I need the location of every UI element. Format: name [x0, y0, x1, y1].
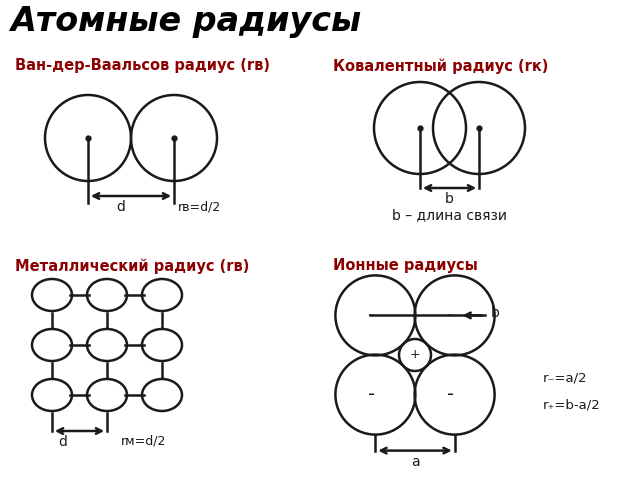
Text: Ковалентный радиус (rк): Ковалентный радиус (rк)	[333, 58, 548, 73]
Text: -: -	[368, 306, 375, 325]
Text: Ионные радиусы: Ионные радиусы	[333, 258, 477, 273]
Text: d: d	[116, 200, 125, 214]
Text: b – длина связи: b – длина связи	[392, 208, 507, 222]
Text: Ван-дер-Ваальсов радиус (rв): Ван-дер-Ваальсов радиус (rв)	[15, 58, 270, 73]
Text: b: b	[491, 306, 499, 321]
Text: a: a	[411, 455, 419, 468]
Text: Металлический радиус (rв): Металлический радиус (rв)	[15, 258, 250, 274]
Text: -: -	[368, 385, 375, 404]
Text: rм=d/2: rм=d/2	[121, 435, 166, 448]
Text: r₋=a/2: r₋=a/2	[543, 372, 588, 384]
Text: r₊=b-a/2: r₊=b-a/2	[543, 398, 601, 411]
Text: b: b	[445, 192, 454, 206]
Text: d: d	[58, 435, 67, 449]
Text: -: -	[447, 306, 454, 325]
Text: Атомные радиусы: Атомные радиусы	[10, 5, 361, 38]
Text: +: +	[410, 348, 420, 361]
Text: rв=d/2: rв=d/2	[178, 200, 221, 213]
Text: -: -	[447, 385, 454, 404]
